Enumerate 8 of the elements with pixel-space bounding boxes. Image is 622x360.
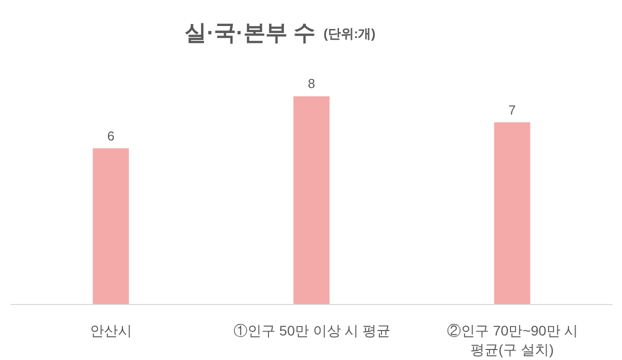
x-tick-label: ②인구 70만~90만 시 평균(구 설치) <box>447 322 578 358</box>
chart-subtitle: (단위:개) <box>324 26 376 41</box>
data-label: 6 <box>107 128 114 144</box>
data-label: 8 <box>308 76 316 92</box>
chart-title: 실·국·본부 수 <box>184 20 316 45</box>
x-tick-label: 안산시 <box>90 322 132 338</box>
data-label: 7 <box>508 102 516 118</box>
x-tick-label: ①인구 50만 이상 시 평균 <box>233 322 391 338</box>
